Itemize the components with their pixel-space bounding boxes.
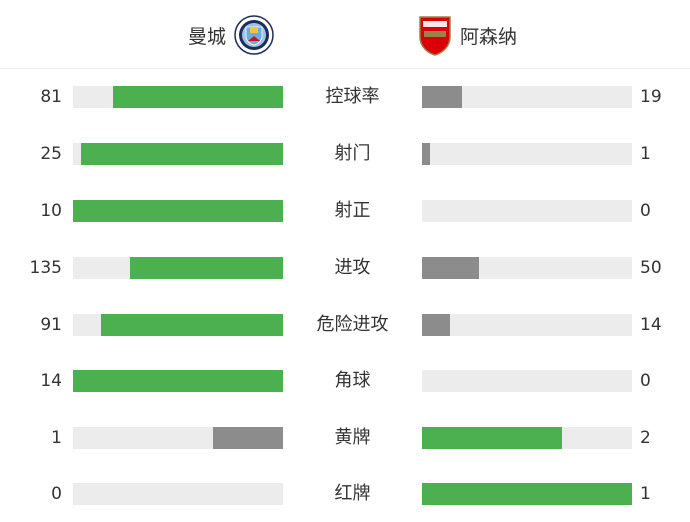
home-value: 14 <box>40 371 62 391</box>
away-value: 0 <box>640 371 651 391</box>
home-value: 135 <box>29 258 62 278</box>
home-bar <box>73 143 283 165</box>
home-team[interactable]: 曼城 <box>188 14 274 56</box>
away-bar <box>422 370 632 392</box>
home-bar <box>73 427 283 449</box>
away-bar <box>422 200 632 222</box>
away-value: 50 <box>640 258 662 278</box>
home-bar-fill <box>112 86 283 108</box>
home-bar-fill <box>101 314 283 336</box>
stat-row: 0 红牌 1 <box>0 483 690 505</box>
manchester-city-crest-icon <box>234 15 274 55</box>
away-bar <box>422 427 632 449</box>
away-team[interactable]: 阿森纳 <box>418 14 517 56</box>
away-bar <box>422 143 632 165</box>
home-bar <box>73 257 283 279</box>
stat-label: 控球率 <box>325 86 380 107</box>
away-bar <box>422 86 632 108</box>
away-bar <box>422 314 632 336</box>
away-bar-fill <box>422 483 632 505</box>
home-bar-fill <box>73 200 283 222</box>
stat-row: 1 黄牌 2 <box>0 427 690 449</box>
stat-row: 10 射正 0 <box>0 200 690 222</box>
away-value: 1 <box>640 484 651 504</box>
away-team-name: 阿森纳 <box>460 25 518 48</box>
home-team-name: 曼城 <box>188 25 227 48</box>
stat-label: 危险进攻 <box>316 314 389 335</box>
stat-row: 14 角球 0 <box>0 370 690 392</box>
home-value: 0 <box>51 484 62 504</box>
home-bar <box>73 483 283 505</box>
away-bar-fill <box>422 143 431 165</box>
home-bar-fill <box>81 143 283 165</box>
away-value: 19 <box>640 87 662 107</box>
away-value: 0 <box>640 201 651 221</box>
stat-row: 81 控球率 19 <box>0 86 690 108</box>
stat-label: 进攻 <box>334 257 371 278</box>
away-bar <box>422 257 632 279</box>
home-bar-fill <box>213 427 283 449</box>
away-value: 2 <box>640 428 651 448</box>
stat-label: 射门 <box>334 143 371 164</box>
away-value: 1 <box>640 144 651 164</box>
home-bar <box>73 86 283 108</box>
away-bar <box>422 483 632 505</box>
away-value: 14 <box>640 315 662 335</box>
stat-row: 25 射门 1 <box>0 143 690 165</box>
home-value: 81 <box>40 87 62 107</box>
stat-label: 角球 <box>334 370 371 391</box>
home-bar-fill <box>129 257 283 279</box>
home-bar <box>73 200 283 222</box>
stat-label: 射正 <box>334 200 371 221</box>
away-bar-fill <box>422 314 450 336</box>
home-bar-fill <box>73 370 283 392</box>
stat-row: 91 危险进攻 14 <box>0 314 690 336</box>
away-bar-fill <box>422 257 479 279</box>
stat-label: 黄牌 <box>334 427 371 448</box>
match-header: 曼城 阿森纳 <box>0 0 690 69</box>
home-value: 1 <box>51 428 62 448</box>
arsenal-crest-icon <box>419 16 451 56</box>
home-bar <box>73 314 283 336</box>
home-value: 25 <box>40 144 62 164</box>
stat-row: 135 进攻 50 <box>0 257 690 279</box>
home-value: 10 <box>40 201 62 221</box>
away-bar-fill <box>422 427 562 449</box>
home-bar <box>73 370 283 392</box>
stat-label: 红牌 <box>334 483 371 504</box>
away-bar-fill <box>422 86 462 108</box>
home-value: 91 <box>40 315 62 335</box>
